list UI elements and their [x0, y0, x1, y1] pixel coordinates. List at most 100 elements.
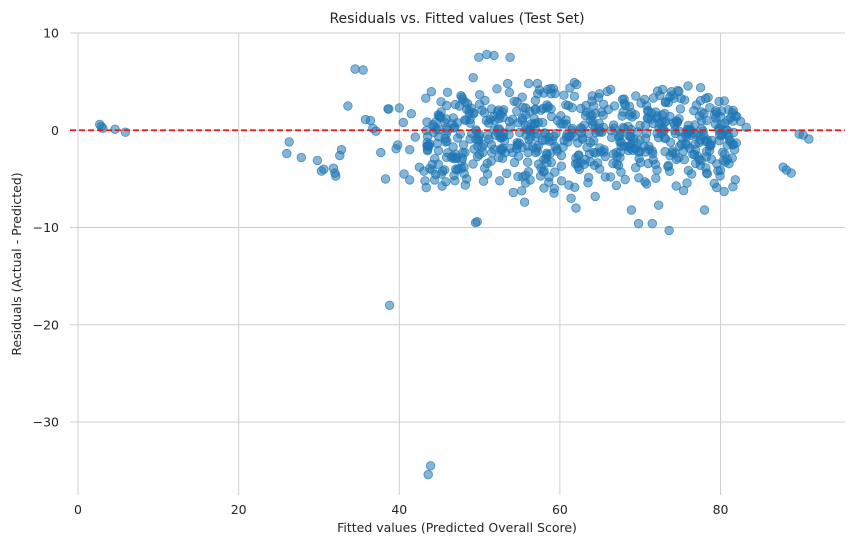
data-point [490, 130, 501, 140]
data-point [503, 78, 513, 89]
data-point [636, 98, 646, 108]
data-point [679, 95, 690, 105]
x-axis-label: Fitted values (Predicted Overall Score) [337, 520, 577, 535]
data-point [120, 127, 131, 137]
data-point [715, 171, 725, 181]
data-point [678, 185, 689, 196]
data-point [472, 151, 483, 162]
data-point [384, 104, 394, 114]
data-point [434, 110, 445, 121]
data-point [350, 64, 360, 74]
data-point [460, 115, 470, 125]
data-point [671, 181, 681, 191]
data-point [630, 143, 641, 154]
data-point [599, 144, 609, 155]
data-point [710, 119, 721, 129]
data-point [694, 137, 704, 148]
y-axis-label: Residuals (Actual - Predicted) [9, 172, 24, 355]
data-point [495, 176, 505, 186]
data-point [654, 200, 664, 210]
data-point [405, 175, 415, 185]
data-point [659, 133, 670, 143]
data-point [675, 104, 686, 114]
data-point [423, 469, 433, 480]
data-point [619, 94, 629, 104]
data-point [450, 175, 460, 186]
data-point [714, 96, 724, 107]
data-point [420, 176, 430, 186]
data-point [563, 100, 574, 111]
data-point [296, 152, 307, 163]
data-point [563, 137, 573, 147]
data-point [523, 157, 533, 167]
data-point [712, 182, 722, 193]
data-point [517, 92, 527, 102]
data-point [410, 132, 421, 142]
data-point [695, 160, 706, 171]
data-point [804, 134, 814, 144]
data-point [380, 174, 391, 184]
data-point [577, 134, 588, 144]
data-point [701, 93, 711, 104]
data-point [371, 126, 381, 136]
data-point [648, 93, 659, 103]
data-point [483, 118, 494, 128]
data-point [611, 180, 622, 191]
data-point [521, 130, 531, 140]
data-point [499, 105, 509, 115]
data-point [572, 79, 582, 90]
data-point [613, 132, 624, 142]
data-point [643, 113, 653, 124]
x-tick-label: 40 [391, 502, 407, 517]
x-tick-label: 20 [231, 502, 247, 517]
data-point [678, 146, 688, 156]
data-point [539, 154, 549, 165]
data-point [626, 132, 636, 143]
data-point [615, 147, 626, 157]
data-point [531, 143, 542, 153]
data-point [688, 149, 698, 160]
data-point [549, 183, 560, 194]
data-point [556, 161, 567, 171]
data-point [683, 120, 694, 131]
data-point [590, 191, 600, 202]
data-point [487, 147, 497, 158]
data-point [492, 84, 502, 94]
data-point [725, 135, 735, 146]
data-point [406, 108, 417, 119]
data-point [414, 162, 425, 172]
data-point [682, 178, 692, 188]
data-point [479, 108, 490, 118]
data-point [694, 111, 705, 121]
data-point [571, 203, 581, 213]
data-point [647, 218, 658, 229]
data-point [582, 142, 592, 153]
data-point [564, 180, 574, 190]
data-point [480, 95, 490, 106]
data-point [691, 100, 702, 110]
data-point [620, 174, 630, 185]
data-point [442, 87, 453, 98]
data-point [429, 175, 440, 185]
data-point [650, 159, 661, 170]
data-point [489, 50, 499, 61]
data-point [523, 141, 533, 151]
data-point [517, 113, 528, 123]
data-point [661, 96, 671, 107]
data-point [706, 140, 716, 150]
data-point [464, 106, 474, 116]
data-point [398, 117, 409, 128]
data-point [507, 114, 518, 125]
data-point [735, 116, 746, 127]
points-layer [94, 49, 814, 480]
data-point [394, 103, 405, 113]
data-point [284, 137, 294, 147]
data-point [556, 176, 567, 186]
data-point [670, 119, 680, 130]
data-point [453, 133, 463, 143]
data-point [457, 153, 468, 164]
data-point [319, 164, 329, 174]
data-point [701, 146, 712, 157]
data-point [665, 137, 676, 148]
